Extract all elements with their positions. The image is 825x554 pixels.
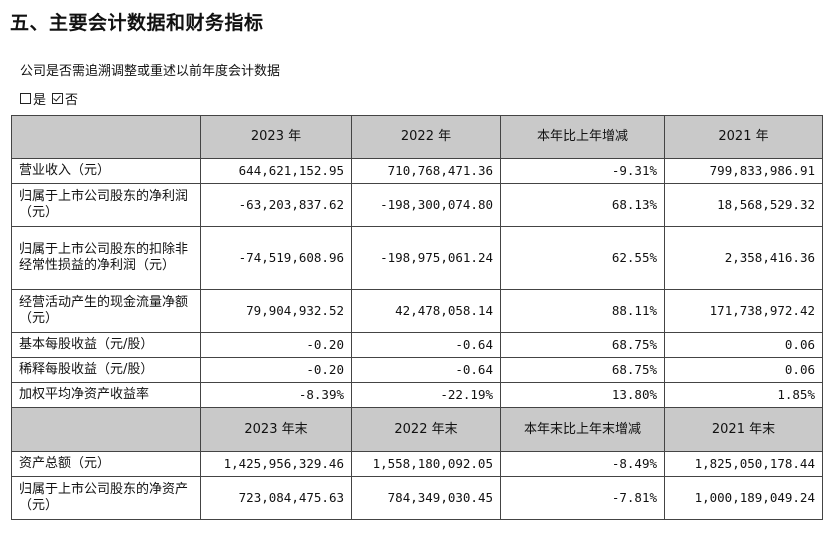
value-cell: 644,621,152.95: [200, 158, 352, 184]
restatement-question: 公司是否需追溯调整或重述以前年度会计数据: [20, 64, 281, 79]
header-cell: 本年比上年增减: [500, 115, 665, 159]
option-yes-label: 是: [33, 93, 47, 108]
value-cell: 799,833,986.91: [664, 158, 823, 184]
row-label: 归属于上市公司股东的扣除非经常性损益的净利润（元）: [11, 226, 201, 290]
value-cell: 710,768,471.36: [351, 158, 501, 184]
table-row: 归属于上市公司股东的扣除非经常性损益的净利润（元） -74,519,608.96…: [11, 226, 823, 290]
value-cell: 0.06: [664, 357, 823, 383]
header-cell: [11, 115, 201, 159]
value-cell: 723,084,475.63: [200, 476, 352, 520]
option-yes[interactable]: 是: [20, 89, 46, 108]
header-cell: 2023 年: [200, 115, 352, 159]
table-row: 基本每股收益（元/股） -0.20 -0.64 68.75% 0.06: [11, 332, 823, 358]
value-cell: 68.75%: [500, 332, 665, 358]
value-cell: 68.75%: [500, 357, 665, 383]
value-cell: 79,904,932.52: [200, 289, 352, 333]
header-cell: 2021 年末: [664, 407, 823, 452]
header-cell: 2023 年末: [200, 407, 352, 452]
value-cell: -8.39%: [200, 382, 352, 408]
value-cell: -198,975,061.24: [351, 226, 501, 290]
table-row: 加权平均净资产收益率 -8.39% -22.19% 13.80% 1.85%: [11, 382, 823, 408]
table-row: 经营活动产生的现金流量净额（元） 79,904,932.52 42,478,05…: [11, 289, 823, 333]
row-label: 稀释每股收益（元/股）: [11, 357, 201, 383]
value-cell: -22.19%: [351, 382, 501, 408]
table-row: 营业收入（元） 644,621,152.95 710,768,471.36 -9…: [11, 158, 823, 184]
value-cell: -0.64: [351, 357, 501, 383]
row-label: 归属于上市公司股东的净利润（元）: [11, 183, 201, 227]
financial-data-table: 2023 年 2022 年 本年比上年增减 2021 年 营业收入（元） 644…: [11, 115, 823, 520]
value-cell: 13.80%: [500, 382, 665, 408]
value-cell: 1,825,050,178.44: [664, 451, 823, 477]
value-cell: -0.64: [351, 332, 501, 358]
value-cell: -0.20: [200, 357, 352, 383]
header-cell: 2022 年: [351, 115, 501, 159]
value-cell: -8.49%: [500, 451, 665, 477]
value-cell: -63,203,837.62: [200, 183, 352, 227]
value-cell: -0.20: [200, 332, 352, 358]
value-cell: 18,568,529.32: [664, 183, 823, 227]
header-cell: 2021 年: [664, 115, 823, 159]
value-cell: -7.81%: [500, 476, 665, 520]
value-cell: -74,519,608.96: [200, 226, 352, 290]
row-label: 营业收入（元）: [11, 158, 201, 184]
table-header-row: 2023 年末 2022 年末 本年末比上年末增减 2021 年末: [11, 407, 823, 452]
header-cell: 2022 年末: [351, 407, 501, 452]
value-cell: 1.85%: [664, 382, 823, 408]
value-cell: 1,000,189,049.24: [664, 476, 823, 520]
header-cell: 本年末比上年末增减: [500, 407, 665, 452]
value-cell: -9.31%: [500, 158, 665, 184]
table-row: 资产总额（元） 1,425,956,329.46 1,558,180,092.0…: [11, 451, 823, 477]
value-cell: -198,300,074.80: [351, 183, 501, 227]
value-cell: 68.13%: [500, 183, 665, 227]
section-title: 五、主要会计数据和财务指标: [10, 12, 264, 34]
table-row: 稀释每股收益（元/股） -0.20 -0.64 68.75% 0.06: [11, 357, 823, 383]
row-label: 加权平均净资产收益率: [11, 382, 201, 408]
row-label: 经营活动产生的现金流量净额（元）: [11, 289, 201, 333]
restatement-options: 是 否: [20, 89, 84, 108]
header-cell: [11, 407, 201, 452]
row-label: 归属于上市公司股东的净资产（元）: [11, 476, 201, 520]
value-cell: 62.55%: [500, 226, 665, 290]
value-cell: 1,558,180,092.05: [351, 451, 501, 477]
value-cell: 171,738,972.42: [664, 289, 823, 333]
value-cell: 88.11%: [500, 289, 665, 333]
table-header-row: 2023 年 2022 年 本年比上年增减 2021 年: [11, 115, 823, 159]
value-cell: 2,358,416.36: [664, 226, 823, 290]
checkbox-unchecked-icon[interactable]: [20, 93, 31, 104]
value-cell: 0.06: [664, 332, 823, 358]
checkbox-checked-icon[interactable]: [52, 93, 64, 104]
row-label: 资产总额（元）: [11, 451, 201, 477]
value-cell: 1,425,956,329.46: [200, 451, 352, 477]
table-row: 归属于上市公司股东的净利润（元） -63,203,837.62 -198,300…: [11, 183, 823, 227]
value-cell: 42,478,058.14: [351, 289, 501, 333]
table-row: 归属于上市公司股东的净资产（元） 723,084,475.63 784,349,…: [11, 476, 823, 520]
option-no[interactable]: 否: [52, 89, 78, 108]
value-cell: 784,349,030.45: [351, 476, 501, 520]
row-label: 基本每股收益（元/股）: [11, 332, 201, 358]
option-no-label: 否: [65, 93, 79, 108]
